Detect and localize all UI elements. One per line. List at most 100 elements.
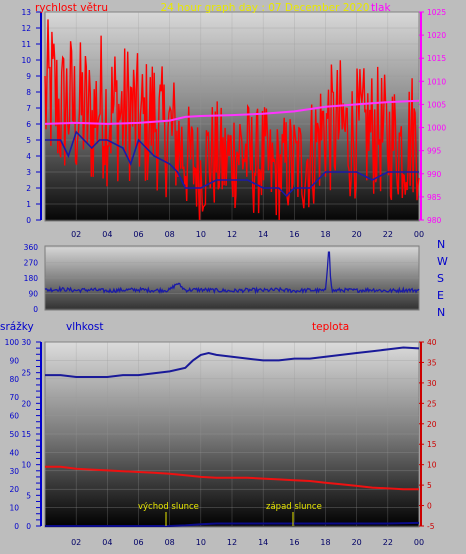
wind-tick-label: 0 [26, 216, 31, 225]
series-layer [44, 19, 420, 527]
hour-tick-label: 04 [102, 538, 112, 547]
pressure-line [44, 99, 420, 125]
humidity-tick-label: 100 [5, 338, 20, 347]
temperature-tick-label: 20 [427, 420, 437, 429]
precipitation-line [45, 521, 420, 527]
humidity-tick-label: 60 [9, 412, 19, 421]
pressure-tick-label: 995 [427, 147, 442, 156]
humidity-axis-label: vlhkost [66, 321, 104, 333]
wind-tick-label: 13 [21, 8, 31, 17]
direction-tick-label: 270 [24, 259, 39, 268]
wind-tick-label: 4 [26, 152, 31, 161]
wind-direction-line [44, 251, 420, 295]
direction-tick-label: 0 [33, 305, 38, 314]
pressure-tick-label: 1010 [427, 77, 446, 86]
hour-tick-label: 16 [289, 230, 299, 239]
compass-north-bottom: N [437, 306, 445, 319]
precipitation-axis-label: srážky [0, 321, 34, 333]
compass-west: W [437, 255, 448, 268]
hour-tick-label: 00 [414, 538, 424, 547]
sunset-annotation: západ slunce [266, 502, 322, 512]
hour-tick-label: 06 [133, 538, 143, 547]
humidity-tick-label: 70 [9, 393, 19, 402]
temperature-tick-label: 30 [427, 379, 437, 388]
chart-title: 24 hour graph day : 07 December 2020 [161, 2, 370, 14]
pressure-tick-label: 985 [427, 193, 442, 202]
humidity-tick-label: 50 [9, 430, 19, 439]
hour-tick-label: 04 [102, 230, 112, 239]
hour-tick-label: 16 [289, 538, 299, 547]
precip-tick-label: 0 [26, 522, 31, 531]
wind-tick-label: 5 [26, 136, 31, 145]
wind-tick-label: 8 [26, 88, 31, 97]
wind-axis-label: rychlost větru [35, 2, 108, 14]
hour-tick-label: 14 [258, 230, 268, 239]
temperature-tick-label: 0 [427, 502, 432, 511]
pressure-tick-label: 1000 [427, 124, 446, 133]
wind-tick-label: 2 [26, 184, 31, 193]
hour-tick-label: 08 [165, 538, 175, 547]
pressure-tick-label: 1020 [427, 31, 446, 40]
hour-tick-label: 20 [352, 230, 362, 239]
axes-layer: 0123456789101112139809859909951000100510… [5, 8, 447, 547]
wind-tick-label: 10 [21, 56, 31, 65]
pressure-tick-label: 1015 [427, 54, 446, 63]
temperature-tick-label: -5 [427, 522, 435, 531]
hour-tick-label: 18 [320, 230, 330, 239]
humidity-tick-label: 30 [9, 467, 19, 476]
precip-tick-label: 5 [26, 491, 31, 500]
sunrise-annotation: východ slunce [138, 502, 199, 512]
temperature-tick-label: 35 [427, 358, 437, 367]
hour-tick-label: 02 [71, 230, 81, 239]
hour-tick-label: 18 [320, 538, 330, 547]
precip-tick-label: 30 [21, 338, 31, 347]
wind-tick-label: 11 [21, 40, 31, 49]
hour-tick-label: 06 [133, 230, 143, 239]
direction-tick-label: 360 [24, 243, 39, 252]
hour-tick-label: 10 [196, 230, 206, 239]
wind-tick-label: 3 [26, 168, 31, 177]
direction-tick-label: 180 [24, 274, 39, 283]
wind-speed-line [44, 19, 420, 221]
compass-east: E [437, 289, 444, 302]
temperature-tick-label: 5 [427, 481, 432, 490]
temperature-line [45, 465, 419, 491]
pressure-tick-label: 980 [427, 216, 442, 225]
temperature-tick-label: 40 [427, 338, 437, 347]
hour-tick-label: 00 [414, 230, 424, 239]
hour-tick-label: 22 [383, 538, 393, 547]
compass-south: S [437, 272, 444, 285]
wind-tick-label: 12 [21, 24, 31, 33]
wind-tick-label: 9 [26, 72, 31, 81]
temperature-tick-label: 25 [427, 399, 437, 408]
temperature-tick-label: 15 [427, 440, 437, 449]
precip-tick-label: 15 [21, 430, 31, 439]
pressure-axis-label: tlak [371, 2, 391, 14]
hour-tick-label: 12 [227, 230, 237, 239]
pressure-tick-label: 1025 [427, 8, 446, 17]
pressure-tick-label: 990 [427, 170, 442, 179]
hour-tick-label: 08 [165, 230, 175, 239]
hour-tick-label: 20 [352, 538, 362, 547]
wind-tick-label: 1 [26, 200, 31, 209]
hour-tick-label: 12 [227, 538, 237, 547]
humidity-tick-label: 90 [9, 356, 19, 365]
wind-tick-label: 6 [26, 120, 31, 129]
direction-tick-label: 90 [28, 290, 38, 299]
humidity-tick-label: 20 [9, 485, 19, 494]
compass-north: N [437, 238, 445, 251]
pressure-tick-label: 1005 [427, 100, 446, 109]
hour-tick-label: 22 [383, 230, 393, 239]
humidity-tick-label: 10 [9, 504, 19, 513]
temperature-tick-label: 10 [427, 461, 437, 470]
precip-tick-label: 25 [21, 369, 31, 378]
hour-tick-label: 10 [196, 538, 206, 547]
precip-tick-label: 20 [21, 399, 31, 408]
temperature-axis-label: teplota [312, 321, 349, 333]
humidity-line [45, 346, 420, 378]
hour-tick-label: 14 [258, 538, 268, 547]
compass-labels: N W S E N [437, 238, 451, 319]
precip-tick-label: 10 [21, 461, 31, 470]
